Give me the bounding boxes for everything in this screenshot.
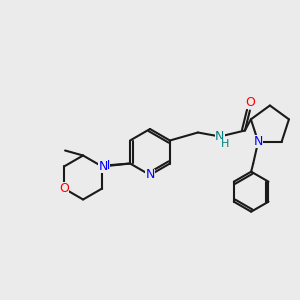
Text: O: O (245, 96, 255, 109)
Text: N: N (215, 130, 225, 143)
Text: N: N (100, 159, 110, 172)
Text: N: N (98, 160, 108, 173)
Text: N: N (254, 135, 263, 148)
Text: H: H (221, 139, 229, 148)
Text: O: O (59, 182, 69, 195)
Text: N: N (145, 169, 155, 182)
